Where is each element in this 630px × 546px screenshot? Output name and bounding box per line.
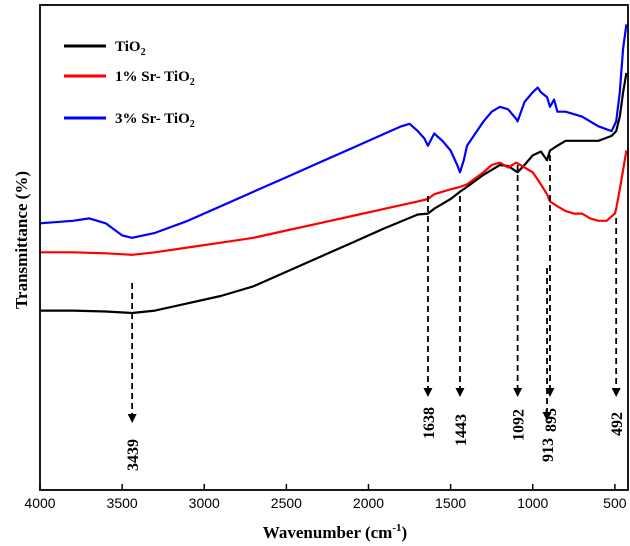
annotation-arrowhead-1638 [423,388,433,397]
x-tick-label-4000: 4000 [24,495,55,511]
annotation-label-895: 895 [543,408,560,432]
annotation-label-492: 492 [609,412,626,436]
series-line-0 [40,72,628,315]
x-axis-title-main: Wavenumber (cm [263,523,393,542]
x-axis-ticks: 4000 3500 3000 2500 2000 1500 1000 500 [24,484,627,511]
annotation-arrowhead-1092 [513,388,523,397]
x-axis-title-superscript: -1 [392,522,401,534]
annotation-label-1443: 1443 [453,414,470,446]
x-tick-label-2000: 2000 [353,495,384,511]
annotation-arrowhead-1443 [455,388,465,397]
x-tick-label-3000: 3000 [189,495,220,511]
annotation-label-1638: 1638 [421,407,438,439]
annotation-label-3439: 3439 [125,439,142,471]
y-axis-title: Transmittance (%) [12,171,31,309]
series-line-2 [39,24,628,239]
legend-label-3pct-sr: 3% Sr- TiO2 [115,111,195,130]
series-line-1 [40,150,628,256]
x-tick-label-500: 500 [603,495,627,511]
x-tick-label-1000: 1000 [517,495,548,511]
x-axis-title: Wavenumber (cm-1) [263,522,407,542]
annotation-group: 3439 1638 1443 1092 913 895 492 [125,155,626,471]
annotation-arrowhead-913 [542,412,552,421]
x-tick-label-2500: 2500 [271,495,302,511]
plot-frame [39,4,629,491]
x-axis-title-suffix: ) [402,523,408,542]
series-group [39,24,628,315]
legend-label-1pct-sr: 1% Sr- TiO2 [115,69,195,88]
x-tick-label-1500: 1500 [435,495,466,511]
annotation-arrowhead-895 [545,388,555,397]
annotation-arrowhead-3439 [127,414,137,423]
x-tick-label-3500: 3500 [107,495,138,511]
annotation-label-913: 913 [540,438,557,462]
legend-label-tio2: TiO2 [115,39,146,58]
annotation-arrowhead-492 [611,388,621,397]
legend: TiO2 1% Sr- TiO2 3% Sr- TiO2 [64,39,195,130]
annotation-label-1092: 1092 [511,409,528,441]
